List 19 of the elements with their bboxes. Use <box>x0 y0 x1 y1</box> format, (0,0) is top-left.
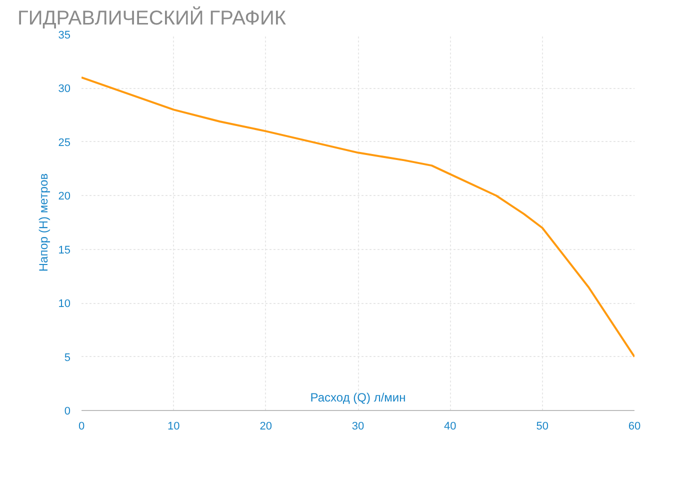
line-series <box>82 76 634 358</box>
y-tick-label: 15 <box>58 244 71 256</box>
y-tick-label: 20 <box>58 190 71 203</box>
chart-title: ГИДРАВЛИЧЕСКИЙ ГРАФИК <box>18 6 286 30</box>
y-tick-label: 35 <box>58 30 71 42</box>
x-tick-label: 20 <box>260 420 272 432</box>
y-tick-label: 25 <box>58 136 71 149</box>
x-axis-title: Расход (Q) л/мин <box>310 390 406 404</box>
y-tick-label: 0 <box>64 406 71 418</box>
x-tick-label: 60 <box>628 420 641 432</box>
x-tick-label: 30 <box>352 420 364 432</box>
x-tick-label: 40 <box>444 420 456 432</box>
x-tick-label: 0 <box>78 420 85 432</box>
y-tick-label: 5 <box>64 352 71 364</box>
x-tick-label: 10 <box>168 420 180 432</box>
x-tick-label: 50 <box>536 420 548 432</box>
y-tick-label: 10 <box>58 298 71 310</box>
y-axis-title: Напор (H) метров <box>36 173 50 272</box>
y-tick-label: 30 <box>58 83 71 96</box>
